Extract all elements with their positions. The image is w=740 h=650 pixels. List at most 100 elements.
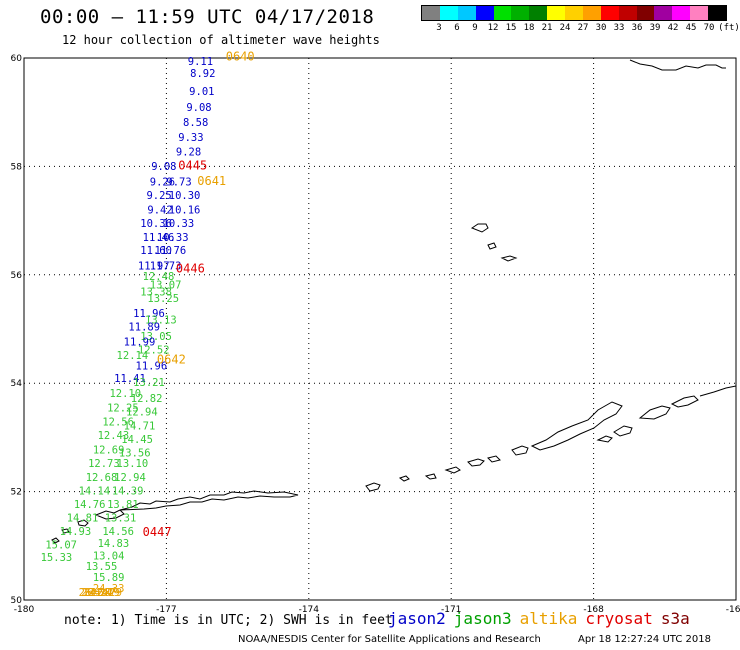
wave-height-value: 24.79 xyxy=(88,587,120,599)
wave-height-value: 12.52 xyxy=(138,344,170,356)
wave-height-value: 9.42 xyxy=(147,205,172,217)
wave-height-value: 9.28 xyxy=(176,147,201,159)
pass-time-label: 0641 xyxy=(197,174,226,188)
wave-height-value: 9.25 xyxy=(146,190,171,202)
lon-tick-label: -168 xyxy=(583,605,604,615)
generated-timestamp: Apr 18 12:27:24 UTC 2018 xyxy=(578,634,711,645)
legend-swatch xyxy=(422,6,440,20)
legend-swatch xyxy=(475,6,494,20)
legend-label: 9 xyxy=(472,23,478,33)
wave-height-value: 12.14 xyxy=(117,350,149,362)
wave-height-value: 24.33 xyxy=(93,583,125,595)
alaska-coast xyxy=(629,59,726,71)
pass-time-label: 0642 xyxy=(157,353,186,367)
legend-swatch xyxy=(672,6,691,20)
satellite-key: jason2 jason3 altika cryosat s3a xyxy=(388,609,698,628)
lon-tick-label: -165 xyxy=(726,605,740,615)
wave-height-value: 12.94 xyxy=(114,472,146,484)
satellite-key-jason2: jason2 xyxy=(388,609,446,628)
legend-swatch xyxy=(493,6,512,20)
map-frame xyxy=(23,57,737,601)
credit-line: NOAA/NESDIS Center for Satellite Applica… xyxy=(238,634,541,645)
legend-label: 12 xyxy=(487,23,499,33)
wave-height-value: 22.79 xyxy=(90,587,122,599)
pass-time-label: 0447 xyxy=(143,525,172,539)
wave-height-value: 11.96 xyxy=(133,308,165,320)
wave-height-value: 12.68 xyxy=(86,472,118,484)
legend-swatch xyxy=(708,6,726,20)
wave-height-value: 14.81 xyxy=(67,512,99,524)
graticule xyxy=(24,58,736,600)
wave-height-value: 10.36 xyxy=(140,218,172,230)
coastline xyxy=(51,59,737,544)
legend-label: 6 xyxy=(454,23,460,33)
wave-height-value: 11.60 xyxy=(140,245,172,257)
legend-swatch xyxy=(582,6,601,20)
legend-label: 33 xyxy=(613,23,625,33)
satellite-key-altika: altika xyxy=(519,609,578,628)
legend-swatch xyxy=(547,6,565,20)
legend-swatch xyxy=(618,6,637,20)
wave-height-value: 15.33 xyxy=(41,552,73,564)
legend-swatch xyxy=(600,6,619,20)
legend-swatch xyxy=(529,6,548,20)
lat-tick-label: 56 xyxy=(11,271,23,281)
wave-height-value: 11.41 xyxy=(114,373,146,385)
wave-height-value: 14.76 xyxy=(74,499,106,511)
satellite-key-jason3: jason3 xyxy=(453,609,512,628)
wave-height-value: 12.10 xyxy=(109,388,141,400)
wave-height-value: 9.08 xyxy=(186,102,211,114)
aleutian-islands xyxy=(51,490,299,544)
lat-tick-label: 50 xyxy=(11,596,23,606)
legend-label: 39 xyxy=(649,23,661,33)
wave-height-value: 12.82 xyxy=(131,393,163,405)
legend-unit: (ft) xyxy=(718,23,740,33)
wave-height-value: 26.68 xyxy=(79,587,111,599)
legend-color-bar xyxy=(421,5,727,21)
wave-height-value: 12.73 xyxy=(88,458,120,470)
legend-swatch xyxy=(636,6,655,20)
wave-height-value: 13.55 xyxy=(86,561,118,573)
lat-tick-label: 58 xyxy=(11,162,23,172)
wave-height-value: 9.11 xyxy=(188,56,213,68)
lon-tick-label: -177 xyxy=(156,605,176,615)
legend-label: 24 xyxy=(559,23,571,33)
lon-tick-label: -174 xyxy=(299,605,320,615)
legend-swatch xyxy=(654,6,673,20)
legend-label: 70 xyxy=(703,23,715,33)
legend-label: 36 xyxy=(631,23,643,33)
pass-time-label: 0445 xyxy=(178,159,207,173)
satellite-key-s3a: s3a xyxy=(660,609,690,628)
lat-tick-label: 54 xyxy=(11,379,23,389)
wave-height-value: 9.26 xyxy=(150,176,175,188)
wave-height-value: 11.73 xyxy=(150,260,182,272)
wave-height-value: 12.69 xyxy=(93,445,125,457)
wave-height-value: 13.07 xyxy=(150,279,182,291)
wave-height-value: 9.01 xyxy=(189,86,214,98)
wave-height-value: 13.04 xyxy=(93,550,125,562)
wave-height-value: 14.56 xyxy=(102,526,134,538)
wave-height-value: 15.07 xyxy=(45,540,77,552)
wave-height-value: 13.05 xyxy=(140,331,172,343)
legend-label: 42 xyxy=(667,23,679,33)
pribilof-islands xyxy=(470,223,518,262)
legend-labels: 3 6 9 12 15 18 21 24 27 30 33 36 39 42 45 70 (ft) xyxy=(421,21,740,35)
wave-height-value: 10.30 xyxy=(169,190,201,202)
wave-height-value: 11.46 xyxy=(143,232,175,244)
wave-height-value: 13.56 xyxy=(119,447,151,459)
wave-height-value: 26.24 xyxy=(81,587,113,599)
wave-height-value: 8.92 xyxy=(190,68,215,80)
wave-height-value: 9.33 xyxy=(178,132,203,144)
wave-height-value: 12.48 xyxy=(143,271,175,283)
wave-height-value: 12.56 xyxy=(102,416,134,428)
wave-height-observations: 9.118.929.019.088.589.339.289.089.739.26… xyxy=(41,56,216,599)
wave-height-value: 13.21 xyxy=(133,377,165,389)
wave-height-value: 10.33 xyxy=(157,232,189,244)
wave-height-value: 12.43 xyxy=(98,430,130,442)
color-legend: 3 6 9 12 15 18 21 24 27 30 33 36 39 42 45 70 (ft) xyxy=(421,5,740,35)
wave-height-value: 14.71 xyxy=(124,420,156,432)
wave-height-value: 14.83 xyxy=(98,538,130,550)
wave-height-value: 11.99 xyxy=(124,336,156,348)
wave-height-value: 13.31 xyxy=(105,512,137,524)
